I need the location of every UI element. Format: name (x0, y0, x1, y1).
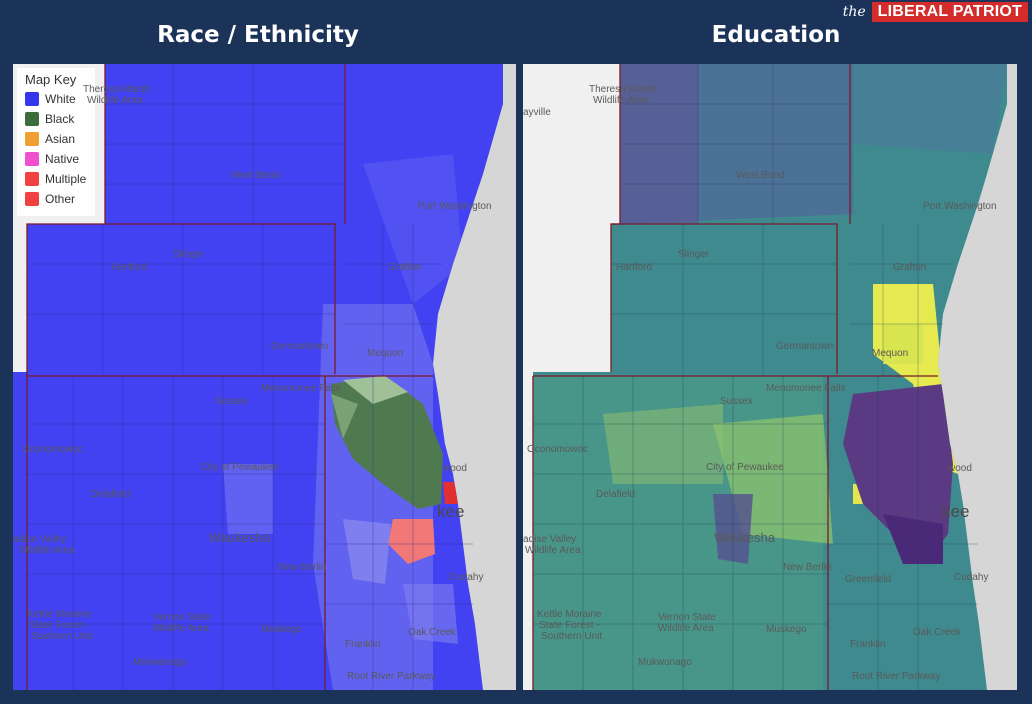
map-key-item: White (17, 89, 95, 109)
map-key-label: Multiple (45, 172, 87, 186)
place-label: Wildlife Area (153, 623, 209, 634)
race-ethnicity-map[interactable]: Map Key White Black Asian Native Multipl… (13, 64, 516, 690)
place-label: West Bend (736, 170, 785, 181)
place-label: Delafield (596, 489, 635, 500)
multiple-swatch (25, 172, 39, 186)
place-label: Waukesha (714, 530, 775, 545)
place-label: Oconomowoc (527, 444, 589, 455)
white-swatch (25, 92, 39, 106)
place-label: Theresa Marsh (83, 84, 151, 95)
place-label: Kettle Moraine (537, 609, 602, 620)
place-label: New Berlin (783, 562, 832, 573)
place-label: Hartford (111, 262, 148, 273)
place-label: West Bend (231, 170, 280, 181)
native-swatch (25, 152, 39, 166)
place-label: New Berlin (278, 562, 327, 573)
place-label: Port Washington (418, 201, 492, 212)
place-label: Hartford (616, 262, 653, 273)
place-label: Mequon (367, 348, 404, 359)
place-label: State Forest - (539, 620, 600, 631)
map-key: Map Key White Black Asian Native Multipl… (17, 68, 95, 216)
map-key-label: Other (45, 192, 76, 206)
place-label: Kettle Moraine (27, 609, 92, 620)
map-key-item: Native (17, 149, 95, 169)
place-label: City of Pewaukee (201, 462, 279, 473)
map-key-label: Asian (45, 132, 76, 146)
place-label: Mequon (872, 348, 909, 359)
place-label: adise Valley (523, 534, 577, 545)
place-label: Wildlife Area (19, 545, 75, 556)
place-label: Grafton (388, 262, 422, 273)
place-label: Southern Unit (541, 631, 603, 642)
place-label: Franklin (850, 639, 886, 650)
place-label: Germantown (271, 341, 329, 352)
place-label: Slinger (173, 249, 205, 260)
right-panel-title: Education (711, 22, 841, 48)
place-label: Delafield (91, 489, 130, 500)
left-panel-title: Race / Ethnicity (157, 22, 359, 48)
education-map-graphic (523, 64, 1017, 690)
place-label: Menomonee Falls (261, 383, 341, 394)
place-label: Southern Unit (31, 631, 93, 642)
place-label: Greenfield (845, 574, 892, 585)
place-label: Slinger (678, 249, 710, 260)
other-swatch (25, 192, 39, 206)
place-label: Vernon State (658, 612, 716, 623)
map-key-item: Black (17, 109, 95, 129)
place-label: adise Valley (13, 534, 67, 545)
education-map[interactable]: ayville Theresa Marsh Wildlife Area West… (523, 64, 1017, 690)
place-label: Wildlife Area (658, 623, 714, 634)
place-label: wood (948, 463, 972, 474)
place-label: Waukesha (209, 530, 270, 545)
place-label: Cudahy (449, 572, 484, 583)
place-label: Wildlife Area (87, 95, 143, 106)
place-label: ayville (523, 107, 551, 118)
map-key-label: Native (45, 152, 80, 166)
place-label: Muskego (766, 624, 807, 635)
map-key-title: Map Key (25, 72, 77, 87)
map-key-label: Black (45, 112, 75, 126)
place-label: Oak Creek (913, 627, 961, 638)
place-label: City of Pewaukee (706, 462, 784, 473)
place-label: Root River Parkway (852, 671, 941, 682)
place-label: Menomonee Falls (766, 383, 846, 394)
place-label: Mukwonago (638, 657, 692, 668)
place-label: Root River Parkway (347, 671, 436, 682)
black-swatch (25, 112, 39, 126)
brand-logo: the LIBERAL PATRIOT (843, 0, 1028, 24)
place-label: Cudahy (954, 572, 989, 583)
asian-swatch (25, 132, 39, 146)
place-label: Oak Creek (408, 627, 456, 638)
place-label: Mukwonago (133, 657, 187, 668)
place-label: Germantown (776, 341, 834, 352)
place-label: kee (437, 502, 465, 521)
place-label: Vernon State (153, 612, 211, 623)
place-label: Sussex (720, 396, 753, 407)
place-label: Theresa Marsh (589, 84, 657, 95)
map-key-item: Multiple (17, 169, 95, 189)
place-label: Wildlife Area (525, 545, 581, 556)
place-label: wood (443, 463, 467, 474)
place-label: Port Washington (923, 201, 997, 212)
map-key-item: Other (17, 189, 95, 209)
place-label: kee (942, 502, 970, 521)
place-label: State Forest - (29, 620, 90, 631)
map-key-label: White (45, 92, 76, 106)
brand-name: LIBERAL PATRIOT (871, 2, 1028, 22)
brand-prefix: the (842, 4, 866, 20)
place-label: Grafton (893, 262, 927, 273)
place-label: Franklin (345, 639, 381, 650)
place-label: Wildlife Area (593, 95, 649, 106)
place-label: Oconomowoc (22, 444, 84, 455)
place-label: Muskego (261, 624, 302, 635)
place-label: Sussex (215, 396, 248, 407)
map-key-item: Asian (17, 129, 95, 149)
